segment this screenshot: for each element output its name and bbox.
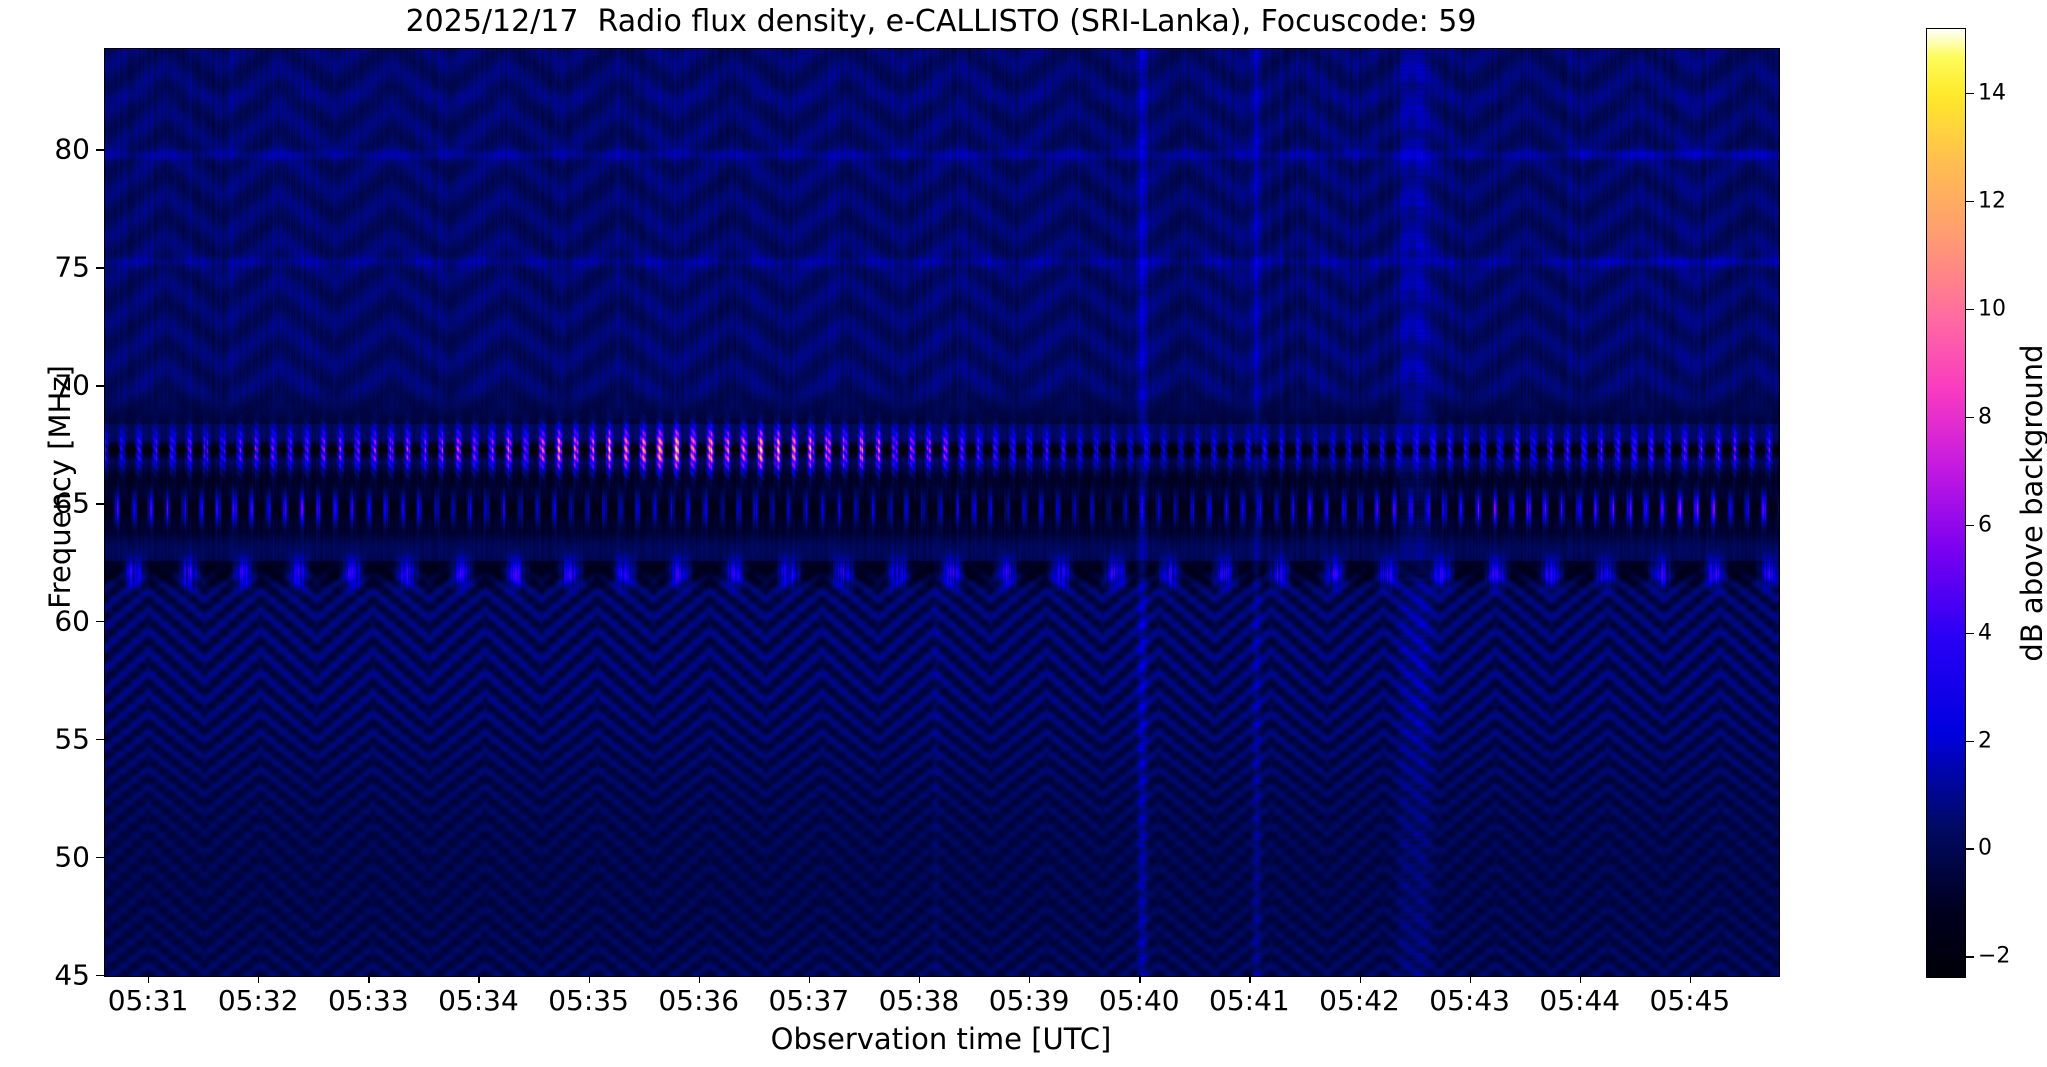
x-tick-label: 05:32 [217, 984, 299, 1017]
colorbar-tick-label: 8 [1978, 404, 1992, 430]
x-tick-mark [1469, 975, 1471, 983]
x-tick-label: 05:33 [327, 984, 409, 1017]
colorbar-tick-label: 10 [1978, 296, 2006, 322]
colorbar-tick-label: 2 [1978, 728, 1992, 753]
x-tick-label: 05:40 [1098, 984, 1180, 1017]
y-tick-label: 75 [54, 250, 90, 284]
y-tick-label: 45 [54, 958, 90, 992]
x-tick-mark [1249, 975, 1251, 983]
x-tick-mark [918, 975, 921, 983]
y-tick-mark [96, 385, 104, 387]
x-tick-label: 05:41 [1209, 984, 1290, 1017]
colorbar-tick-label: 12 [1978, 188, 2006, 214]
y-tick-mark [96, 503, 104, 505]
colorbar-tick-mark [1966, 200, 1974, 203]
x-tick-mark [478, 975, 480, 983]
y-tick-label: 60 [54, 604, 90, 638]
spectrogram-image[interactable] [105, 49, 1779, 976]
colorbar-tick-label: 14 [1978, 80, 2006, 106]
x-tick-mark [148, 975, 150, 983]
x-tick-label: 05:31 [107, 984, 189, 1017]
x-tick-mark [368, 975, 370, 983]
colorbar-tick-mark [1966, 956, 1974, 958]
x-tick-label: 05:37 [768, 984, 850, 1017]
colorbar-tick-label: 6 [1978, 512, 1992, 538]
y-tick-mark [96, 149, 104, 151]
colorbar-tick-mark [1966, 416, 1974, 418]
y-tick-mark [96, 267, 104, 269]
page-title: 2025/12/17 Radio flux density, e-CALLIST… [405, 4, 1477, 39]
x-tick-mark [808, 975, 811, 983]
y-tick-mark [96, 857, 104, 859]
colorbar[interactable] [1926, 28, 1966, 978]
colorbar-tick-label: 0 [1978, 835, 1992, 861]
y-tick-mark [96, 739, 104, 741]
y-tick-label: 50 [54, 840, 90, 874]
x-tick-label: 05:36 [658, 984, 740, 1017]
x-axis-label: Observation time [UTC] [770, 1022, 1112, 1056]
x-tick-mark [698, 975, 700, 983]
x-tick-label: 05:45 [1649, 984, 1731, 1017]
colorbar-tick-mark [1966, 632, 1974, 634]
x-tick-mark [1689, 975, 1692, 983]
x-tick-label: 05:38 [878, 984, 960, 1017]
y-tick-mark [96, 975, 104, 977]
colorbar-tick-mark [1966, 740, 1974, 742]
x-tick-mark [1579, 975, 1582, 983]
x-tick-mark [1359, 975, 1361, 983]
colorbar-tick-label: 4 [1978, 620, 1992, 646]
x-tick-mark [1139, 975, 1141, 983]
spectrogram-axes[interactable] [104, 48, 1780, 977]
y-tick-mark [96, 621, 104, 623]
x-tick-label: 05:44 [1539, 984, 1621, 1017]
colorbar-tick-mark [1966, 308, 1974, 310]
colorbar-tick-mark [1966, 524, 1974, 526]
x-tick-label: 05:34 [438, 984, 519, 1017]
y-tick-label: 55 [54, 722, 90, 756]
colorbar-tick-mark [1966, 92, 1974, 95]
colorbar-gradient [1926, 28, 1966, 978]
y-tick-label: 70 [54, 368, 90, 402]
y-tick-label: 65 [54, 486, 90, 520]
x-tick-label: 05:35 [548, 984, 629, 1017]
colorbar-label: dB above background [2015, 344, 2047, 662]
x-tick-label: 05:43 [1429, 984, 1510, 1017]
x-tick-label: 05:42 [1319, 984, 1400, 1017]
x-tick-mark [588, 975, 590, 983]
colorbar-tick-mark [1966, 848, 1974, 850]
colorbar-tick-label: −2 [1978, 943, 2011, 969]
x-tick-mark [258, 975, 260, 983]
x-tick-label: 05:39 [988, 984, 1070, 1017]
x-tick-mark [1029, 975, 1031, 983]
y-tick-label: 80 [54, 132, 90, 166]
